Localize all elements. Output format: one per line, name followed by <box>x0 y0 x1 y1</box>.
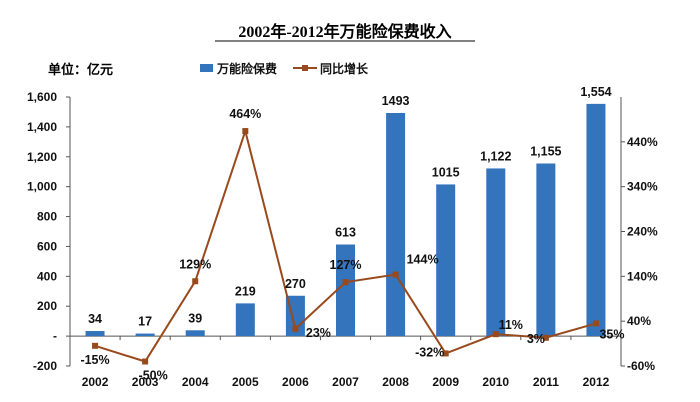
line-series <box>92 127 599 365</box>
right-tick-label: 40% <box>627 314 651 328</box>
x-tick-label: 2011 <box>533 375 559 389</box>
x-tick-label: 2004 <box>182 375 209 389</box>
bar <box>135 333 155 337</box>
line-value-label: 129% <box>179 257 211 271</box>
left-tick-label: 800 <box>37 210 57 224</box>
bar-value-label: 1,122 <box>480 149 511 163</box>
bar <box>486 168 506 337</box>
right-tick-label: 140% <box>627 269 658 283</box>
legend-swatch-bar <box>200 64 213 72</box>
line-point <box>442 350 449 357</box>
line-value-label: 35% <box>599 327 624 341</box>
line-point <box>292 325 299 332</box>
x-tick-label: 2009 <box>432 375 459 389</box>
right-tick-label: -60% <box>627 359 655 373</box>
bar <box>536 163 556 337</box>
bar-value-label: 219 <box>235 284 256 298</box>
bar-value-label: 34 <box>88 312 102 326</box>
right-tick-label: 440% <box>627 135 658 149</box>
bar <box>235 303 255 337</box>
unit-label: 单位：亿元 <box>48 62 113 77</box>
left-tick-label: 1,000 <box>27 180 57 194</box>
bar-value-label: 1015 <box>432 165 460 179</box>
x-tick-label: 2005 <box>232 375 259 389</box>
data-labels: 34 17 39 219 270 613 1493 1015 1,122 1,155 1,554 -1… <box>80 85 624 383</box>
line-value-label: 127% <box>330 258 362 272</box>
bar-value-label: 613 <box>335 226 356 240</box>
left-tick-label: 200 <box>37 299 57 313</box>
bar-value-label: 1,155 <box>530 145 561 159</box>
left-tick-label: 1,200 <box>27 150 57 164</box>
right-tick-label: 340% <box>627 180 658 194</box>
bar-value-label: 17 <box>138 315 152 329</box>
bar-series <box>85 103 606 337</box>
legend-marker-line <box>302 65 308 71</box>
line-value-label: 11% <box>499 318 523 332</box>
bar-value-label: 1493 <box>382 94 410 108</box>
line-value-label: -15% <box>80 353 109 367</box>
axes: -200-2004006008001,0001,2001,4001,600-60… <box>27 90 658 389</box>
line-point <box>342 279 349 286</box>
bar <box>85 331 105 337</box>
x-tick-label: 2012 <box>583 375 610 389</box>
bar <box>285 295 305 337</box>
line-point <box>592 320 599 327</box>
left-tick-label: 1,400 <box>27 120 57 134</box>
line-point <box>392 271 399 278</box>
left-tick-label: - <box>53 329 57 343</box>
bar <box>586 103 606 337</box>
line-point <box>142 358 149 365</box>
left-tick-label: 600 <box>37 239 57 253</box>
line-point <box>92 342 99 349</box>
x-tick-label: 2002 <box>82 375 109 389</box>
x-tick-label: 2008 <box>382 375 409 389</box>
bar-value-label: 39 <box>188 311 202 325</box>
line-point <box>192 278 199 285</box>
bar-value-label: 270 <box>285 277 306 291</box>
x-tick-label: 2006 <box>282 375 309 389</box>
legend: 万能险保费 同比增长 <box>200 61 369 76</box>
bar <box>336 244 355 337</box>
line-value-label: -32% <box>415 345 444 359</box>
line-value-label: 3% <box>527 332 545 346</box>
line-value-label: 144% <box>407 253 439 267</box>
left-tick-label: 1,600 <box>27 90 57 104</box>
line-point <box>242 128 249 135</box>
bar <box>436 184 456 337</box>
x-tick-label: 2010 <box>482 375 509 389</box>
chart-title: 2002年-2012年万能险保费收入 <box>238 22 451 41</box>
x-tick-label: 2007 <box>332 375 359 389</box>
bar <box>386 112 406 337</box>
left-tick-label: 400 <box>37 269 57 283</box>
legend-label-line: 同比增长 <box>320 61 369 76</box>
line-value-label: 23% <box>306 326 331 340</box>
line-value-label: 464% <box>229 107 261 121</box>
x-tick-label: 2003 <box>132 375 159 389</box>
bar-value-label: 1,554 <box>580 85 611 99</box>
line-point <box>492 331 499 338</box>
legend-label-bar: 万能险保费 <box>216 61 277 76</box>
right-tick-label: 240% <box>627 225 658 239</box>
left-tick-label: -200 <box>33 359 57 373</box>
line-value-label: -50% <box>139 369 168 383</box>
bar <box>185 330 205 337</box>
line-point <box>542 334 549 341</box>
